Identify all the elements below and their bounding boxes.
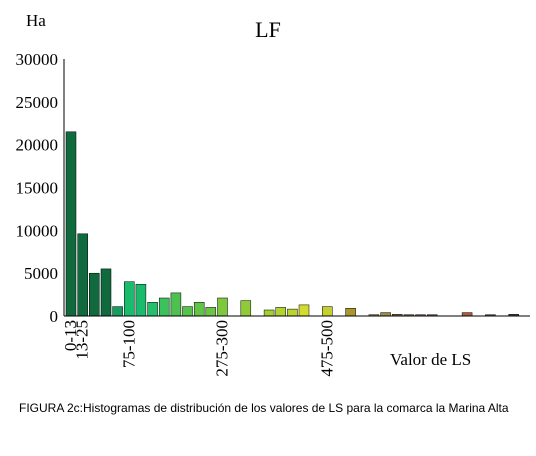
histogram-bar	[322, 306, 333, 317]
histogram-bar	[345, 308, 356, 317]
histogram-bar	[287, 308, 298, 317]
histogram-bar	[275, 307, 286, 317]
y-tick-label: 30000	[16, 50, 59, 69]
histogram-bar	[158, 297, 170, 317]
x-axis-label: Valor de LS	[390, 350, 471, 369]
x-tick-label: 475-500	[317, 320, 336, 377]
x-tick-label: 0-13	[61, 320, 80, 351]
histogram-bar	[112, 306, 123, 317]
histogram-bar	[217, 297, 228, 317]
y-tick-label: 5000	[24, 264, 58, 283]
histogram-bar	[461, 312, 473, 317]
y-tick-label: 25000	[16, 93, 59, 112]
histogram-bar	[89, 272, 100, 317]
x-tick-label: 75-100	[119, 320, 138, 368]
x-tick-label: 13-25	[73, 320, 92, 360]
y-tick-label: 0	[50, 307, 59, 326]
histogram-chart: LF Ha Valor de LS 0 5000 10000 15000 20000 25…	[16, 11, 530, 377]
histogram-bar	[298, 304, 310, 317]
histogram-bar	[124, 281, 135, 317]
bars	[65, 131, 519, 317]
histogram-bar	[77, 233, 88, 317]
histogram-bar	[240, 300, 252, 317]
chart-title: LF	[255, 17, 281, 42]
histogram-bar	[193, 302, 205, 317]
histogram-bar	[182, 306, 193, 317]
y-tick-label: 15000	[16, 179, 59, 198]
y-tick-label: 10000	[16, 221, 59, 240]
histogram-bar	[147, 302, 158, 317]
histogram-bar	[263, 309, 275, 317]
histogram-bar	[170, 292, 182, 317]
histogram-bar	[380, 312, 391, 317]
y-tick-label: 20000	[16, 136, 59, 155]
figure-caption: FIGURA 2c:Histogramas de distribución de…	[19, 401, 509, 415]
histogram-bar	[65, 131, 77, 317]
y-ticks: 0 5000 10000 15000 20000 25000 30000	[16, 50, 59, 326]
histogram-bar	[205, 307, 217, 317]
histogram-bar	[100, 268, 112, 317]
histogram-bar	[135, 284, 147, 317]
y-axis-label: Ha	[26, 11, 46, 30]
x-tick-label: 275-300	[213, 320, 232, 377]
